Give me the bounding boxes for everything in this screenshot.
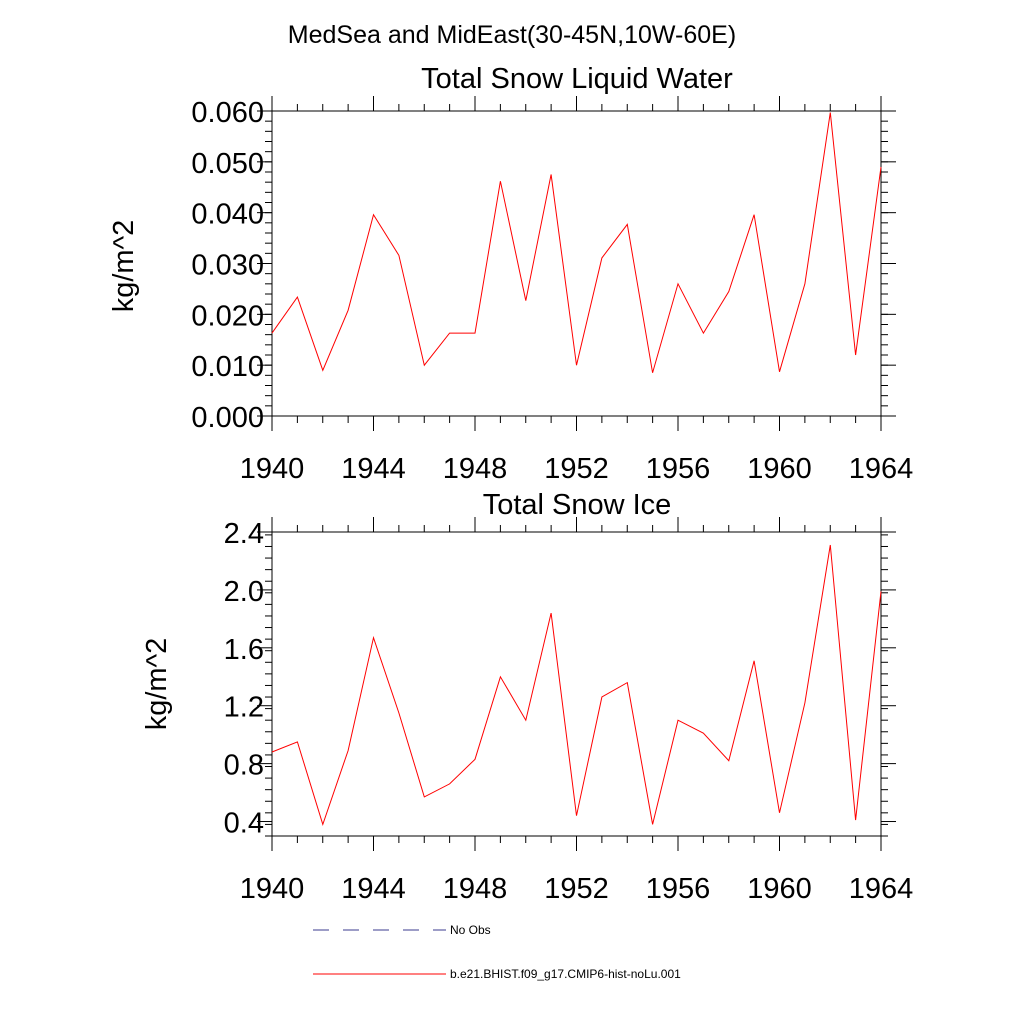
y-axis-label: kg/m^2 <box>108 220 140 313</box>
x-tick-label: 1944 <box>341 873 406 905</box>
x-tick-label: 1960 <box>747 873 812 905</box>
legend-label-no-obs: No Obs <box>450 923 491 937</box>
y-tick-label: 0.050 <box>191 148 264 180</box>
y-tick-label: 1.6 <box>224 634 264 666</box>
x-tick-label: 1956 <box>646 873 711 905</box>
y-tick-label: 0.030 <box>191 250 264 282</box>
legend: No Obs b.e21.BHIST.f09_g17.CMIP6-hist-no… <box>313 923 681 981</box>
y-tick-label: 0.010 <box>191 351 264 383</box>
x-tick-label: 1964 <box>849 873 914 905</box>
panel-total-snow-ice: Total Snow Ice kg/m^2 1940 1944 1948 1952 19… <box>141 489 913 905</box>
y-tick-label: 2.4 <box>224 518 264 550</box>
y-tick-label: 0.060 <box>191 97 264 129</box>
x-tick-label: 1960 <box>747 453 812 485</box>
x-tick-label: 1948 <box>443 453 508 485</box>
figure-title: MedSea and MidEast(30-45N,10W-60E) <box>288 21 736 49</box>
y-tick-label: 1.2 <box>224 692 264 724</box>
panel-title: Total Snow Liquid Water <box>421 63 733 95</box>
y-axis-label: kg/m^2 <box>141 638 173 731</box>
x-tick-label: 1948 <box>443 873 508 905</box>
x-tick-label: 1952 <box>544 453 609 485</box>
y-tick-label: 0.020 <box>191 300 264 332</box>
series-line <box>271 112 882 373</box>
x-tick-label: 1940 <box>240 453 305 485</box>
x-tick-label: 1964 <box>849 453 914 485</box>
x-tick-label: 1944 <box>341 453 406 485</box>
panel-title: Total Snow Ice <box>483 489 672 521</box>
legend-label-model: b.e21.BHIST.f09_g17.CMIP6-hist-noLu.001 <box>450 967 681 981</box>
y-tick-label: 0.000 <box>191 402 264 434</box>
panel-total-snow-liquid-water: Total Snow Liquid Water kg/m^2 1940 1944 1… <box>108 63 913 485</box>
y-tick-label: 0.8 <box>224 750 264 782</box>
y-tick-label: 2.0 <box>224 576 264 608</box>
x-tick-label: 1952 <box>544 873 609 905</box>
x-tick-label: 1940 <box>240 873 305 905</box>
x-tick-label: 1956 <box>646 453 711 485</box>
y-tick-label: 0.4 <box>224 808 264 840</box>
series-line <box>271 544 882 827</box>
y-tick-label: 0.040 <box>191 199 264 231</box>
plot-frame <box>271 110 882 417</box>
